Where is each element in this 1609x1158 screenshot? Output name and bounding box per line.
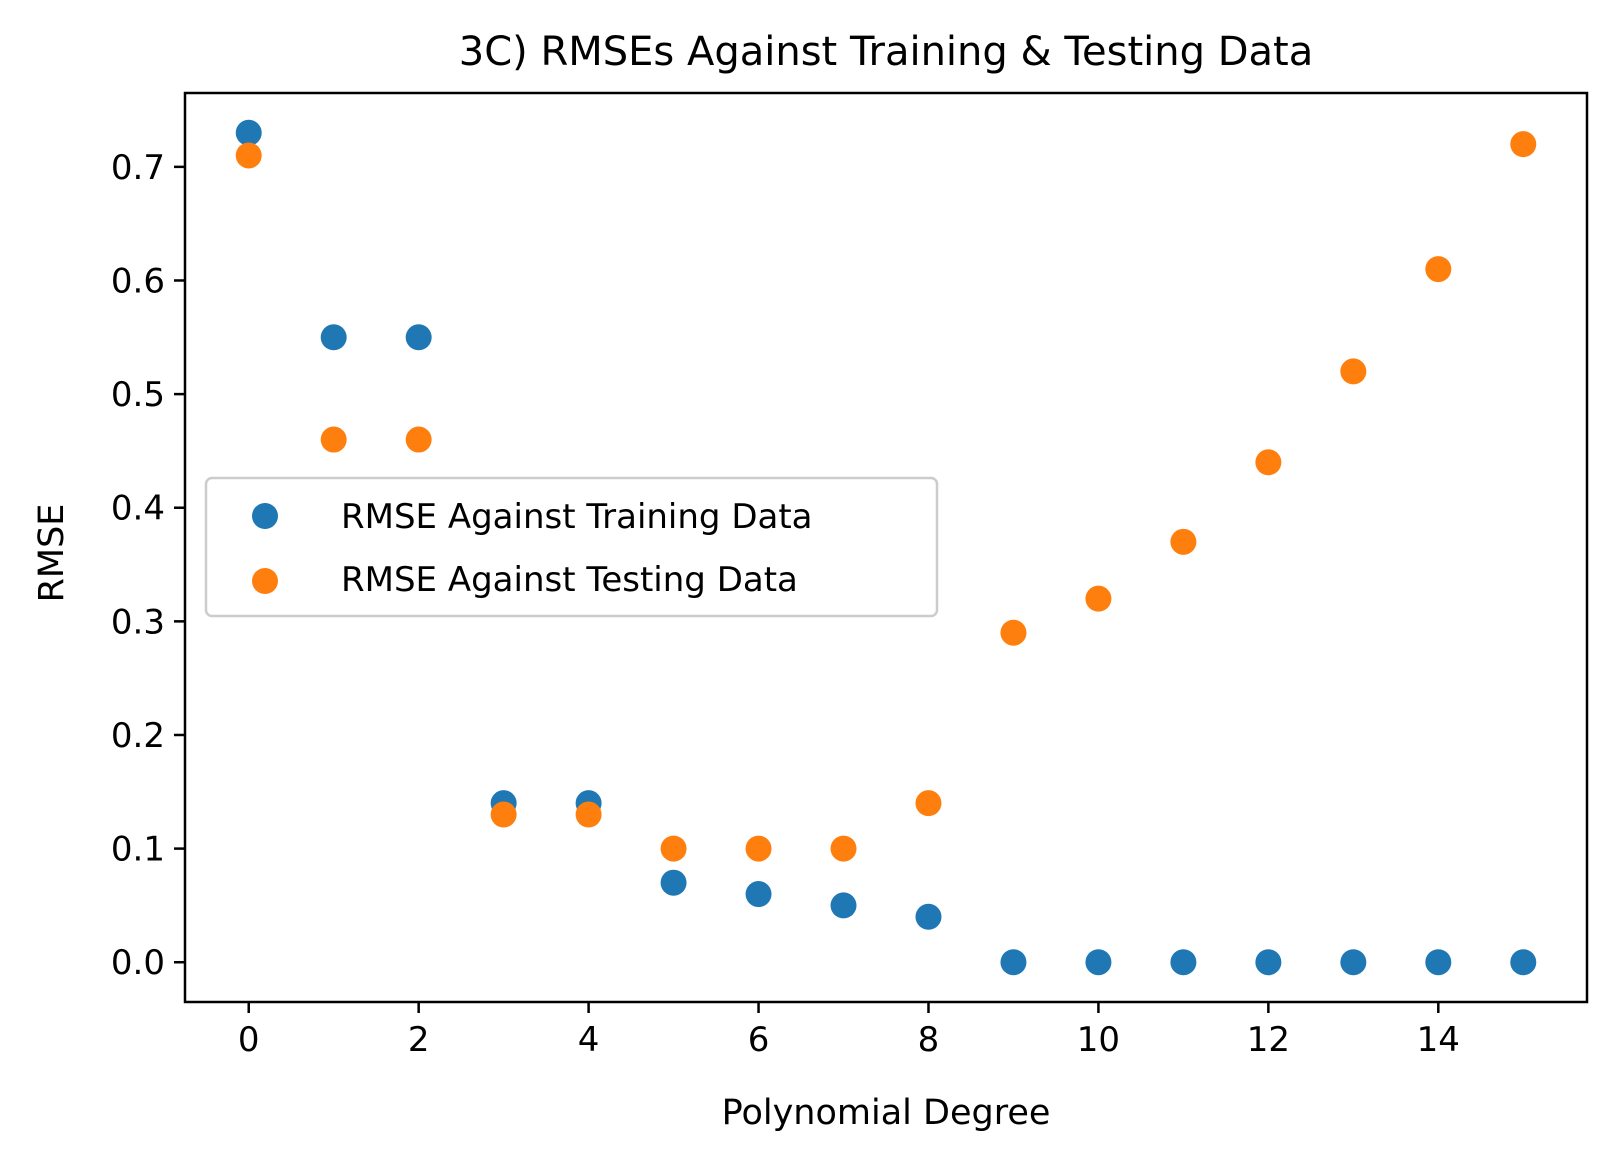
y-tick-label: 0.6 xyxy=(111,261,165,301)
x-tick-label: 6 xyxy=(748,1020,770,1060)
y-tick-label: 0.4 xyxy=(111,489,165,529)
x-tick-label: 4 xyxy=(578,1020,600,1060)
data-point xyxy=(1085,585,1112,612)
data-point xyxy=(1510,131,1537,158)
data-point xyxy=(235,142,262,169)
data-point xyxy=(660,869,687,896)
data-point xyxy=(745,835,772,862)
y-tick-label: 0.1 xyxy=(111,830,165,870)
data-points xyxy=(235,119,1537,976)
x-tick-label: 8 xyxy=(918,1020,940,1060)
data-point xyxy=(405,426,432,453)
data-point xyxy=(1000,619,1027,646)
data-point xyxy=(660,835,687,862)
x-tick-label: 12 xyxy=(1247,1020,1290,1060)
legend-label-testing: RMSE Against Testing Data xyxy=(341,560,798,600)
data-point xyxy=(490,801,517,828)
data-point xyxy=(1170,949,1197,976)
data-point xyxy=(320,426,347,453)
data-point xyxy=(1085,949,1112,976)
data-point xyxy=(320,324,347,351)
x-axis-ticks: 0 2 4 6 8 10 12 14 xyxy=(238,1002,1460,1060)
x-tick-label: 0 xyxy=(238,1020,260,1060)
data-point xyxy=(1255,949,1282,976)
x-tick-label: 14 xyxy=(1417,1020,1460,1060)
data-point xyxy=(745,881,772,908)
series-testing xyxy=(235,131,1537,862)
legend-marker-testing xyxy=(252,568,278,594)
data-point xyxy=(915,790,942,817)
y-tick-label: 0.0 xyxy=(111,943,165,983)
y-tick-label: 0.7 xyxy=(111,148,165,188)
x-tick-label: 10 xyxy=(1077,1020,1120,1060)
data-point xyxy=(915,903,942,930)
legend: RMSE Against Training Data RMSE Against … xyxy=(204,476,939,618)
data-point xyxy=(1340,358,1367,385)
data-point xyxy=(1340,949,1367,976)
legend-frame xyxy=(204,476,939,618)
y-axis-ticks: 0.0 0.1 0.2 0.3 0.4 0.5 0.6 0.7 xyxy=(111,148,185,983)
data-point xyxy=(1000,949,1027,976)
data-point xyxy=(1255,449,1282,476)
legend-marker-training xyxy=(252,503,278,529)
data-point xyxy=(405,324,432,351)
y-axis-label: RMSE xyxy=(32,504,72,603)
data-point xyxy=(830,892,857,919)
data-point xyxy=(575,801,602,828)
data-point xyxy=(830,835,857,862)
chart-title: 3C) RMSEs Against Training & Testing Dat… xyxy=(459,29,1314,75)
plot-area: 0 2 4 6 8 10 12 14 0.0 0.1 0.2 0.3 0.4 0.5 0.6 0.7 xyxy=(111,91,1589,1060)
plot-frame xyxy=(183,91,1589,1004)
x-tick-label: 2 xyxy=(408,1020,430,1060)
data-point xyxy=(235,119,262,146)
data-point xyxy=(1170,528,1197,555)
y-tick-label: 0.2 xyxy=(111,716,165,756)
data-point xyxy=(1510,949,1537,976)
x-axis-label: Polynomial Degree xyxy=(722,1093,1051,1133)
y-tick-label: 0.3 xyxy=(111,602,165,642)
data-point xyxy=(1425,256,1452,283)
y-tick-label: 0.5 xyxy=(111,375,165,415)
legend-label-training: RMSE Against Training Data xyxy=(341,497,813,537)
data-point xyxy=(1425,949,1452,976)
